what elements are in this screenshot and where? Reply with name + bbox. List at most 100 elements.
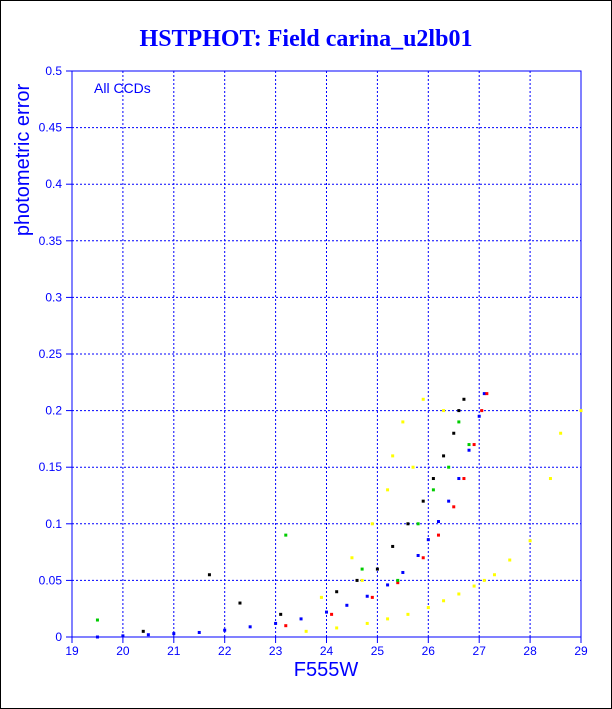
x-tick-label: 22: [218, 644, 232, 658]
data-point: [386, 617, 390, 621]
data-point: [95, 635, 99, 639]
data-point: [462, 397, 466, 401]
x-tick-label: 26: [422, 644, 436, 658]
data-point: [274, 621, 278, 625]
data-point: [365, 594, 369, 598]
chart-title: HSTPHOT: Field carina_u2lb01: [139, 26, 473, 52]
data-point: [426, 606, 430, 610]
data-point: [370, 522, 374, 526]
data-point: [335, 590, 339, 594]
y-axis-label: photometric error: [12, 84, 34, 237]
data-point: [197, 630, 201, 634]
data-point: [457, 420, 461, 424]
data-point: [482, 392, 486, 396]
data-point: [472, 443, 476, 447]
data-point: [436, 520, 440, 524]
data-point: [447, 465, 451, 469]
annotation-label: All CCDs: [94, 80, 151, 96]
y-tick-label: 0: [55, 630, 62, 644]
y-tick-label: 0.15: [39, 460, 63, 474]
y-tick-label: 0.2: [45, 404, 62, 418]
x-tick-label: 23: [269, 644, 283, 658]
data-point: [421, 397, 425, 401]
x-tick-label: 19: [65, 644, 79, 658]
data-point: [559, 431, 563, 435]
data-point: [411, 465, 415, 469]
data-point: [436, 533, 440, 537]
data-point: [579, 409, 583, 413]
data-point: [396, 578, 400, 582]
data-point: [375, 567, 379, 571]
data-point: [485, 392, 489, 396]
x-tick-label: 29: [574, 644, 588, 658]
y-tick-label: 0.4: [45, 177, 62, 191]
data-point: [370, 595, 374, 599]
data-point: [391, 544, 395, 548]
data-point: [386, 583, 390, 587]
data-point: [304, 629, 308, 633]
data-point: [457, 477, 461, 481]
data-point: [330, 612, 334, 616]
x-tick-label: 20: [116, 644, 130, 658]
data-point: [365, 621, 369, 625]
data-point: [223, 628, 227, 632]
data-point: [391, 454, 395, 458]
data-point: [431, 488, 435, 492]
data-point: [442, 599, 446, 603]
data-point: [442, 454, 446, 458]
data-point: [442, 409, 446, 413]
x-tick-label: 24: [320, 644, 334, 658]
x-tick-label: 25: [371, 644, 385, 658]
data-point: [95, 618, 99, 622]
data-point: [416, 522, 420, 526]
data-point: [284, 624, 288, 628]
data-point: [548, 477, 552, 481]
data-point: [325, 610, 328, 614]
data-point: [416, 553, 420, 557]
data-point: [360, 567, 364, 571]
data-point: [462, 477, 466, 481]
data-point: [406, 522, 410, 526]
data-point: [492, 573, 496, 577]
x-tick-label: 21: [167, 644, 181, 658]
data-point: [401, 420, 405, 424]
data-point: [426, 538, 430, 542]
data-point: [350, 556, 354, 560]
grid-lines: [72, 71, 581, 637]
y-tick-label: 0.35: [39, 234, 63, 248]
data-point: [421, 499, 425, 503]
data-point: [238, 601, 242, 605]
data-point: [421, 556, 425, 560]
y-tick-label: 0.5: [45, 64, 62, 78]
data-point: [401, 570, 405, 574]
data-point: [360, 578, 364, 582]
data-point: [480, 409, 484, 413]
data-point: [528, 539, 532, 543]
data-point: [477, 414, 481, 418]
data-point: [447, 499, 451, 503]
x-tick-label: 28: [523, 644, 537, 658]
y-tick-label: 0.45: [39, 121, 63, 135]
data-point: [146, 633, 150, 637]
data-point: [396, 581, 400, 585]
data-point: [472, 584, 476, 588]
y-axis-ticks: 0 0.05 0.1 0.15 0.2 0.25 0.3 0.35 0.4 0.45 0.5: [39, 64, 72, 644]
x-tick-label: 27: [473, 644, 487, 658]
data-point: [172, 632, 176, 636]
data-point: [345, 603, 349, 607]
data-point: [482, 578, 486, 582]
data-point: [406, 612, 410, 616]
data-point: [467, 443, 471, 447]
data-point: [299, 617, 303, 621]
data-point: [431, 477, 435, 481]
x-axis-label: F555W: [294, 659, 359, 681]
data-point: [279, 612, 283, 616]
data-points: [95, 392, 583, 639]
data-point: [386, 488, 390, 492]
data-point: [248, 625, 252, 629]
data-point: [452, 431, 456, 435]
y-tick-label: 0.1: [45, 517, 62, 531]
data-point: [284, 533, 288, 537]
data-point: [467, 448, 471, 452]
